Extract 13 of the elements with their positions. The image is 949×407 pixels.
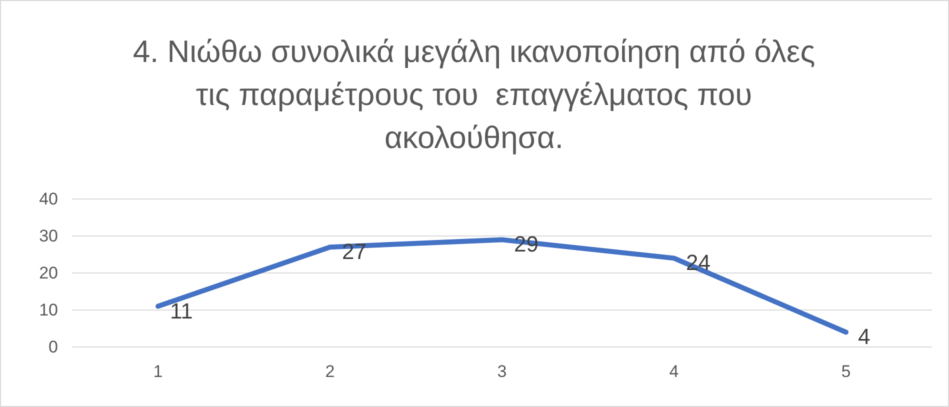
y-tick-label: 10 [39,300,58,320]
x-tick-label: 3 [497,362,507,382]
data-label: 4 [858,324,870,350]
x-tick-label: 4 [669,362,679,382]
chart-title: 4. Νιώθω συνολικά μεγάλη ικανοποίηση από όλες τις παραμέτρους του επαγγέλματος που ακολούθησα. [132,34,816,155]
y-tick-label: 0 [48,337,58,356]
x-tick-label: 5 [841,362,851,382]
y-tick-label: 30 [39,226,58,246]
y-tick-label: 40 [39,189,58,208]
x-tick-label: 2 [325,362,335,382]
data-label: 11 [170,298,193,324]
x-tick-label: 1 [153,362,163,382]
y-tick-label: 20 [39,263,58,282]
